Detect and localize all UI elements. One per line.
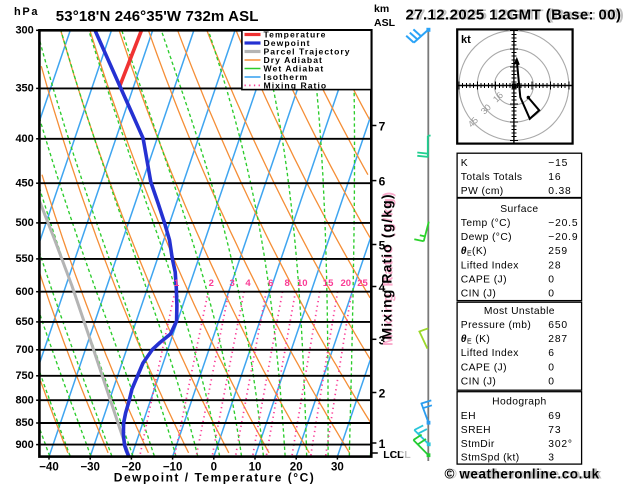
svg-text:Hodograph: Hodograph <box>492 397 547 408</box>
svg-text:20: 20 <box>290 461 303 473</box>
svg-text:10: 10 <box>297 278 308 289</box>
svg-text:15: 15 <box>323 278 334 289</box>
svg-text:PW (cm): PW (cm) <box>461 186 504 197</box>
svg-text:0.38: 0.38 <box>548 186 571 197</box>
svg-text:−30: −30 <box>80 461 100 473</box>
svg-text:27.12.2025 12GMT (Base: 00): 27.12.2025 12GMT (Base: 00) <box>408 7 624 24</box>
svg-text:−15: −15 <box>548 158 568 169</box>
svg-text:Pressure (mb): Pressure (mb) <box>461 320 531 331</box>
svg-text:300: 300 <box>15 25 33 37</box>
svg-text:10: 10 <box>249 461 262 473</box>
svg-text:© weatheronline.co.uk: © weatheronline.co.uk <box>447 467 602 482</box>
svg-text:CAPE (J): CAPE (J) <box>461 362 507 373</box>
svg-text:−20: −20 <box>122 461 142 473</box>
svg-text:5: 5 <box>379 239 386 253</box>
svg-text:Most Unstable: Most Unstable <box>484 306 555 317</box>
svg-text:16: 16 <box>548 172 561 183</box>
svg-text:kt: kt <box>461 34 471 46</box>
svg-text:0: 0 <box>548 274 555 285</box>
svg-text:25: 25 <box>357 278 368 289</box>
svg-text:27.12.2025 12GMT (Base: 00): 27.12.2025 12GMT (Base: 00) <box>406 7 622 24</box>
svg-text:7: 7 <box>379 120 386 134</box>
svg-text:Mixing Ratio: Mixing Ratio <box>264 81 328 91</box>
svg-text:2: 2 <box>379 387 386 401</box>
svg-text:LCL: LCL <box>383 449 404 461</box>
svg-text:1: 1 <box>379 437 386 451</box>
svg-text:450: 450 <box>15 177 33 189</box>
svg-text:θE (K): θE (K) <box>461 334 490 346</box>
svg-text:Mixing Ratio (g/kg): Mixing Ratio (g/kg) <box>378 195 394 340</box>
svg-text:Temp (°C): Temp (°C) <box>461 218 511 229</box>
svg-text:650: 650 <box>548 320 568 331</box>
svg-text:LCL: LCL <box>390 449 411 461</box>
svg-text:3: 3 <box>548 453 555 464</box>
svg-text:Dewpoint / Temperature (°C): Dewpoint / Temperature (°C) <box>114 471 314 485</box>
svg-text:69: 69 <box>548 411 561 422</box>
svg-text:20: 20 <box>341 278 352 289</box>
svg-text:EH: EH <box>461 411 476 422</box>
svg-text:StmDir: StmDir <box>461 439 495 450</box>
svg-text:θE(K): θE(K) <box>461 246 487 258</box>
svg-text:1: 1 <box>174 278 180 289</box>
svg-text:2: 2 <box>209 278 214 289</box>
svg-text:53°18'N 246°35'W 732m ASL: 53°18'N 246°35'W 732m ASL <box>56 8 259 25</box>
svg-text:K: K <box>461 158 468 169</box>
svg-text:700: 700 <box>15 344 33 356</box>
svg-text:CAPE (J): CAPE (J) <box>461 274 507 285</box>
svg-text:−10: −10 <box>163 461 183 473</box>
svg-text:SREH: SREH <box>461 425 491 436</box>
svg-text:30: 30 <box>331 461 344 473</box>
svg-text:Lifted Index: Lifted Index <box>461 348 519 359</box>
svg-text:0: 0 <box>548 376 555 387</box>
svg-text:Mixing Ratio (g/kg): Mixing Ratio (g/kg) <box>379 192 395 346</box>
svg-text:6: 6 <box>379 175 386 189</box>
svg-text:400: 400 <box>15 133 33 145</box>
svg-text:3: 3 <box>379 333 386 347</box>
svg-text:73: 73 <box>548 425 561 436</box>
svg-text:hPa: hPa <box>14 6 38 18</box>
svg-text:650: 650 <box>15 316 33 328</box>
svg-text:28: 28 <box>548 260 561 271</box>
svg-text:−20.5: −20.5 <box>548 218 578 229</box>
svg-text:259: 259 <box>548 246 568 257</box>
svg-text:302°: 302° <box>548 439 573 450</box>
svg-text:8: 8 <box>284 278 289 289</box>
svg-text:0: 0 <box>548 289 555 300</box>
svg-text:CIN (J): CIN (J) <box>461 376 496 387</box>
svg-text:Isotherm: Isotherm <box>264 72 309 82</box>
svg-text:Dry Adiabat: Dry Adiabat <box>264 55 323 65</box>
svg-text:CIN (J): CIN (J) <box>461 289 496 300</box>
svg-text:Totals Totals: Totals Totals <box>461 172 523 183</box>
svg-text:km: km <box>374 3 389 15</box>
svg-text:500: 500 <box>15 217 33 229</box>
svg-text:600: 600 <box>15 286 33 298</box>
svg-text:StmSpd (kt): StmSpd (kt) <box>461 453 520 464</box>
svg-text:4: 4 <box>379 281 386 295</box>
svg-text:Wet Adiabat: Wet Adiabat <box>264 64 325 74</box>
svg-text:0: 0 <box>211 461 217 473</box>
svg-text:Temperature: Temperature <box>264 30 327 40</box>
svg-text:Surface: Surface <box>500 204 538 215</box>
svg-text:550: 550 <box>15 253 33 265</box>
svg-text:Dewpoint: Dewpoint <box>264 38 311 48</box>
svg-text:6: 6 <box>548 348 555 359</box>
svg-text:350: 350 <box>15 83 33 95</box>
svg-text:Dewp (°C): Dewp (°C) <box>461 232 512 243</box>
svg-text:Parcel Trajectory: Parcel Trajectory <box>264 47 351 57</box>
svg-text:800: 800 <box>15 394 33 406</box>
svg-text:Lifted Index: Lifted Index <box>461 260 519 271</box>
svg-text:750: 750 <box>15 370 33 382</box>
svg-text:850: 850 <box>15 417 33 429</box>
svg-text:287: 287 <box>548 334 568 345</box>
svg-text:© weatheronline.co.uk: © weatheronline.co.uk <box>445 467 600 482</box>
svg-text:900: 900 <box>15 439 33 451</box>
svg-text:0: 0 <box>548 362 555 373</box>
svg-text:3: 3 <box>230 278 235 289</box>
svg-text:6: 6 <box>268 278 273 289</box>
svg-text:4: 4 <box>245 278 251 289</box>
svg-text:ASL: ASL <box>374 17 396 29</box>
svg-text:−40: −40 <box>39 461 59 473</box>
svg-text:−20.9: −20.9 <box>548 232 578 243</box>
